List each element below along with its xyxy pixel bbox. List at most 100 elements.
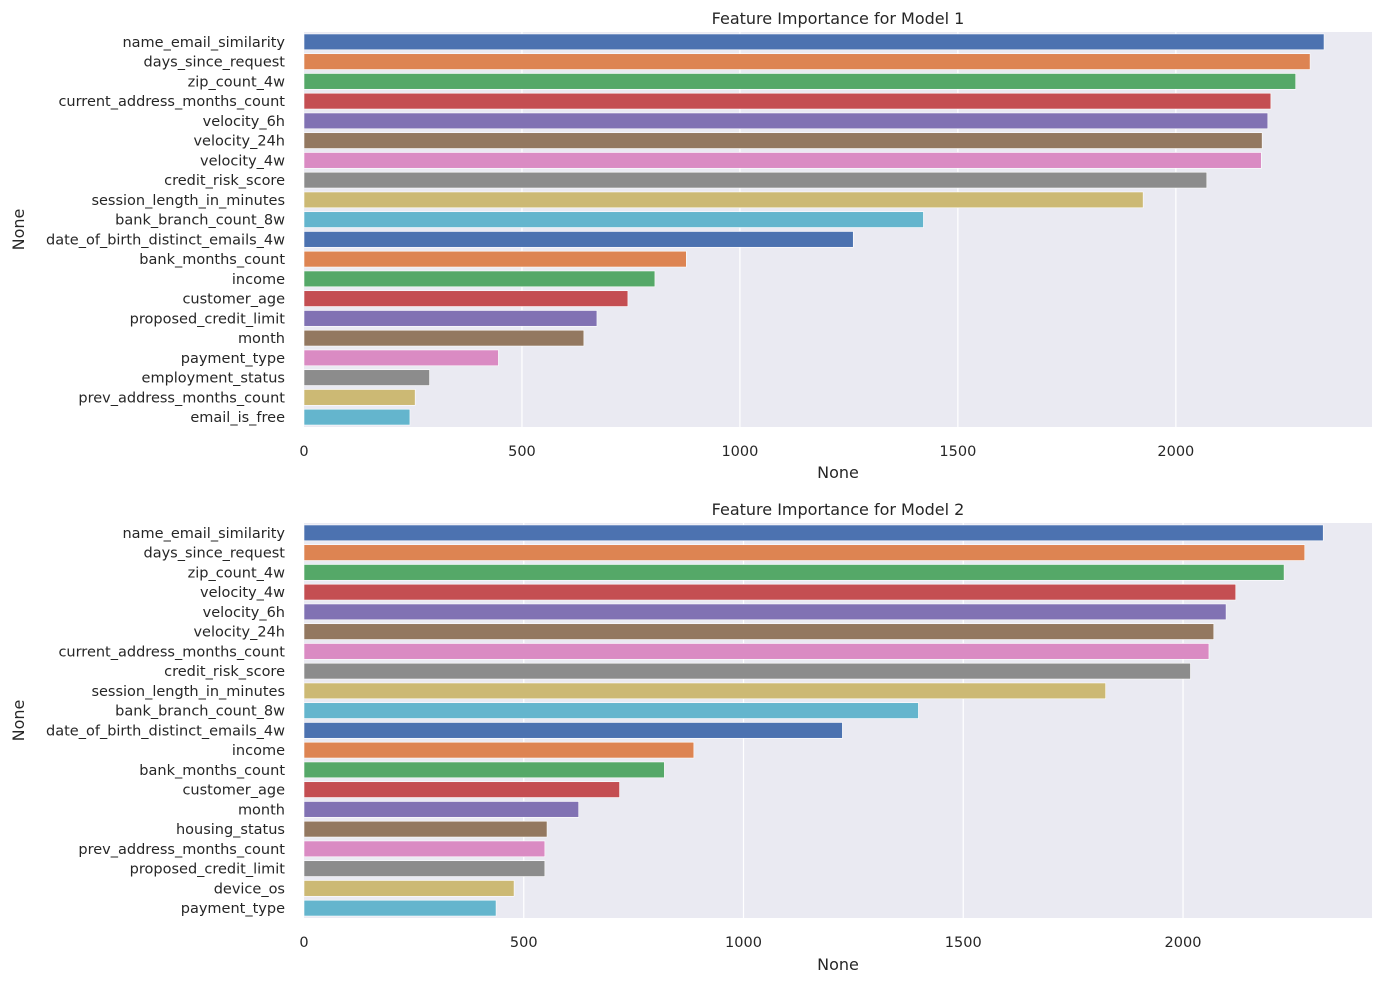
y-tick-label: bank_branch_count_8w [115, 213, 285, 229]
x-tick-label: 0 [299, 935, 308, 951]
bar-velocity-4w [303, 583, 1237, 601]
y-tick-label: housing_status [176, 822, 285, 838]
y-tick-label: proposed_credit_limit [130, 862, 286, 878]
bar-customer-age [303, 290, 629, 307]
y-tick-label: name_email_similarity [122, 35, 285, 51]
y-tick-label: month [238, 331, 285, 347]
bar-prev-address-months-count [303, 840, 546, 858]
y-tick-label: bank_months_count [139, 763, 285, 779]
y-tick-label: credit_risk_score [164, 664, 285, 680]
bar-proposed-credit-limit [303, 310, 598, 327]
bar-credit-risk-score [303, 662, 1191, 680]
bar-velocity-6h [303, 112, 1269, 130]
y-tick-label: credit_risk_score [164, 173, 285, 189]
bar-days-since-request [303, 544, 1306, 561]
y-tick-label: velocity_6h [203, 605, 285, 621]
y-tick-label: bank_months_count [139, 252, 285, 268]
bar-session-length-in-minutes [303, 682, 1106, 700]
y-tick-label: device_os [214, 881, 285, 897]
chart-title: Feature Importance for Model 2 [712, 500, 965, 519]
y-tick-label: income [232, 743, 285, 759]
bar-velocity-6h [303, 603, 1227, 621]
y-tick-label: days_since_request [143, 546, 285, 562]
chart-model-2: name_email_similarity days_since_requestz… [9, 500, 1372, 974]
x-tick-label: 1500 [939, 444, 976, 460]
x-tick-label: 1000 [725, 935, 762, 951]
bar-proposed-credit-limit [303, 860, 546, 877]
bar-name-email-similarity [303, 524, 1324, 542]
bar-customer-age [303, 781, 620, 798]
bar-month [303, 329, 585, 347]
x-tick-label: 1000 [721, 444, 758, 460]
bar-bank-branch-count-8w [303, 702, 919, 719]
bar-session-length-in-minutes [303, 191, 1144, 209]
bar-velocity-4w [303, 152, 1262, 169]
y-axis-label: None [9, 700, 28, 742]
bar-velocity-24h [303, 623, 1215, 640]
x-tick-label: 0 [299, 444, 308, 460]
chart-model-1: name_email_similarity days_since_requestz… [9, 9, 1372, 482]
bar-month [303, 801, 579, 818]
plot-background [304, 32, 1372, 427]
y-tick-label: date_of_birth_distinct_emails_4w [46, 723, 285, 739]
y-tick-label: payment_type [181, 351, 285, 367]
bar-days-since-request [303, 53, 1311, 70]
bar-payment-type [303, 899, 497, 917]
y-tick-label: days_since_request [143, 55, 285, 71]
y-tick-label: velocity_4w [200, 153, 285, 169]
chart-title: Feature Importance for Model 1 [712, 9, 965, 28]
y-tick-label: date_of_birth_distinct_emails_4w [46, 232, 285, 248]
bar-credit-risk-score [303, 171, 1208, 189]
bar-employment-status [303, 369, 430, 386]
bar-name-email-similarity [303, 33, 1325, 51]
bar-bank-months-count [303, 761, 665, 779]
y-axis-label: None [9, 209, 28, 251]
y-tick-label: proposed_credit_limit [130, 311, 286, 327]
y-tick-label: velocity_6h [203, 114, 285, 130]
y-tick-label: session_length_in_minutes [91, 684, 285, 700]
x-tick-label: 500 [510, 935, 538, 951]
x-axis-label: None [817, 463, 859, 482]
y-tick-label: zip_count_4w [188, 74, 285, 90]
y-tick-label: bank_branch_count_8w [115, 704, 285, 720]
x-tick-label: 2000 [1157, 444, 1194, 460]
y-tick-label: name_email_similarity [122, 526, 285, 542]
bar-zip-count-4w [303, 564, 1285, 581]
y-tick-label: current_address_months_count [58, 644, 285, 660]
y-tick-label: velocity_24h [193, 134, 285, 150]
y-tick-label: employment_status [142, 371, 285, 387]
y-tick-label: prev_address_months_count [78, 390, 285, 406]
x-tick-label: 1500 [945, 935, 982, 951]
bar-bank-branch-count-8w [303, 211, 924, 228]
bar-email-is-free [303, 408, 411, 426]
bar-income [303, 270, 656, 288]
y-tick-label: month [238, 802, 285, 818]
bar-velocity-24h [303, 132, 1263, 149]
x-tick-label: 500 [508, 444, 536, 460]
y-tick-label: payment_type [181, 901, 285, 917]
y-tick-label: email_is_free [190, 410, 285, 426]
bar-income [303, 741, 695, 759]
bar-payment-type [303, 349, 499, 367]
bar-current-address-months-count [303, 643, 1210, 660]
bar-housing-status [303, 820, 548, 838]
bar-prev-address-months-count [303, 389, 416, 406]
bar-date-of-birth-distinct-emails-4w [303, 722, 843, 739]
y-tick-label: customer_age [182, 783, 285, 799]
y-tick-label: velocity_4w [200, 585, 285, 601]
x-tick-label: 2000 [1165, 935, 1202, 951]
y-tick-label: income [232, 272, 285, 288]
bar-zip-count-4w [303, 73, 1297, 90]
y-tick-label: zip_count_4w [188, 565, 285, 581]
bar-current-address-months-count [303, 92, 1272, 110]
plot-background [304, 523, 1372, 918]
y-tick-label: current_address_months_count [58, 94, 285, 110]
y-tick-label: customer_age [182, 292, 285, 308]
bar-date-of-birth-distinct-emails-4w [303, 231, 854, 248]
y-tick-label: velocity_24h [193, 625, 285, 641]
bar-bank-months-count [303, 250, 687, 268]
bar-device-os [303, 880, 515, 897]
y-tick-label: session_length_in_minutes [91, 193, 285, 209]
y-tick-label: prev_address_months_count [78, 842, 285, 858]
